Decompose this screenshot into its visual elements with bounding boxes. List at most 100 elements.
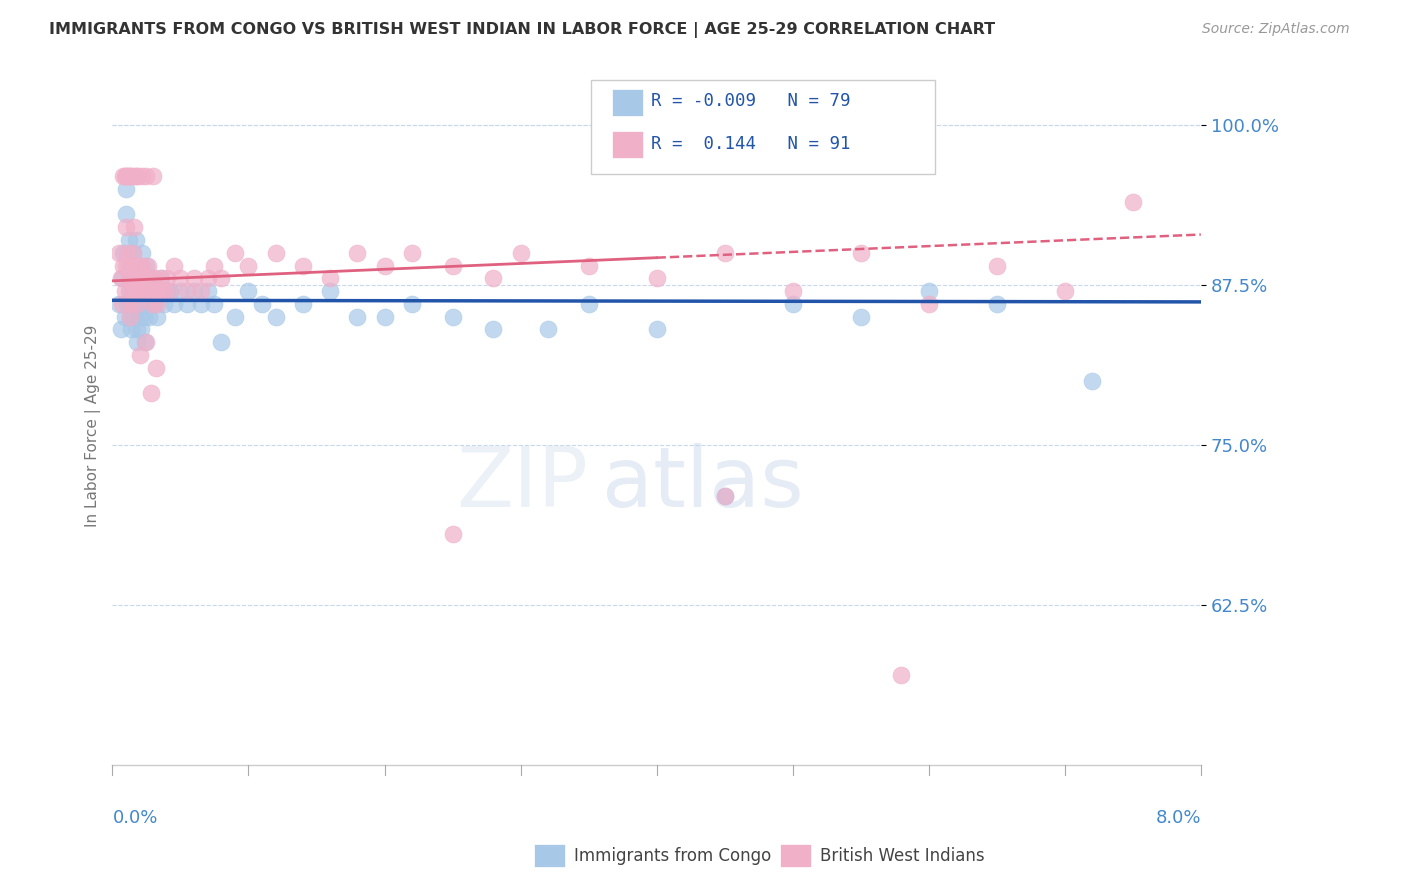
Point [441, 259, 464, 273]
Point [373, 310, 395, 324]
Point [190, 284, 212, 298]
Point [169, 284, 191, 298]
Point [159, 284, 181, 298]
Point [373, 259, 395, 273]
Point [139, 386, 162, 401]
Point [150, 271, 173, 285]
Point [264, 310, 287, 324]
Point [127, 271, 149, 285]
Point [441, 527, 464, 541]
Point [1081, 374, 1104, 388]
Point [135, 297, 157, 311]
Point [482, 271, 505, 285]
Point [139, 284, 162, 298]
Point [145, 360, 167, 375]
Point [124, 284, 146, 298]
Point [136, 284, 159, 298]
Point [135, 169, 157, 183]
Point [146, 310, 169, 324]
Point [120, 297, 142, 311]
Point [537, 322, 560, 336]
Text: IMMIGRANTS FROM CONGO VS BRITISH WEST INDIAN IN LABOR FORCE | AGE 25-29 CORRELAT: IMMIGRANTS FROM CONGO VS BRITISH WEST IN… [49, 22, 995, 38]
Point [183, 271, 205, 285]
Point [120, 310, 142, 324]
Point [120, 259, 142, 273]
Point [125, 297, 148, 311]
Point [150, 271, 173, 285]
Point [162, 259, 184, 273]
Point [135, 271, 157, 285]
Point [145, 284, 167, 298]
Point [238, 284, 260, 298]
Point [713, 489, 735, 503]
Point [224, 310, 246, 324]
Point [131, 284, 153, 298]
Point [135, 335, 157, 350]
Point [118, 169, 141, 183]
Point [120, 169, 142, 183]
Point [108, 245, 131, 260]
Point [122, 271, 145, 285]
Point [128, 271, 150, 285]
Point [125, 335, 148, 350]
Point [128, 259, 150, 273]
Point [1053, 284, 1076, 298]
Point [122, 259, 145, 273]
Point [145, 284, 167, 298]
Point [118, 233, 141, 247]
Point [136, 259, 159, 273]
Point [197, 284, 219, 298]
Point [122, 310, 145, 324]
Point [114, 310, 136, 324]
Point [135, 259, 157, 273]
Point [112, 259, 135, 273]
Text: 0.0%: 0.0% [112, 809, 157, 828]
Point [129, 284, 152, 298]
Point [482, 322, 505, 336]
Point [125, 271, 148, 285]
Point [131, 169, 153, 183]
Point [128, 348, 150, 362]
Point [986, 259, 1008, 273]
Point [509, 245, 531, 260]
Point [118, 284, 141, 298]
Point [111, 271, 134, 285]
Point [120, 322, 142, 336]
Point [131, 245, 153, 260]
Point [149, 284, 172, 298]
Point [131, 297, 153, 311]
Point [122, 220, 145, 235]
Point [111, 297, 134, 311]
Point [127, 271, 149, 285]
Point [118, 259, 141, 273]
Point [142, 169, 165, 183]
Point [115, 169, 138, 183]
Point [441, 310, 464, 324]
Point [346, 310, 368, 324]
Point [782, 284, 804, 298]
Point [115, 220, 138, 235]
Point [1122, 194, 1144, 209]
Text: Source: ZipAtlas.com: Source: ZipAtlas.com [1202, 22, 1350, 37]
Point [209, 271, 232, 285]
Point [120, 169, 142, 183]
Point [849, 310, 872, 324]
Point [162, 297, 184, 311]
Point [125, 322, 148, 336]
Point [224, 245, 246, 260]
Point [124, 284, 146, 298]
Text: 8.0%: 8.0% [1156, 809, 1201, 828]
Point [138, 310, 160, 324]
Point [849, 245, 872, 260]
Text: ZIP: ZIP [457, 442, 589, 524]
Point [141, 297, 163, 311]
Point [108, 297, 131, 311]
Point [156, 284, 179, 298]
Point [401, 297, 423, 311]
Point [125, 169, 148, 183]
Point [169, 271, 191, 285]
Point [142, 284, 165, 298]
Point [132, 271, 155, 285]
Point [120, 271, 142, 285]
Point [204, 297, 226, 311]
